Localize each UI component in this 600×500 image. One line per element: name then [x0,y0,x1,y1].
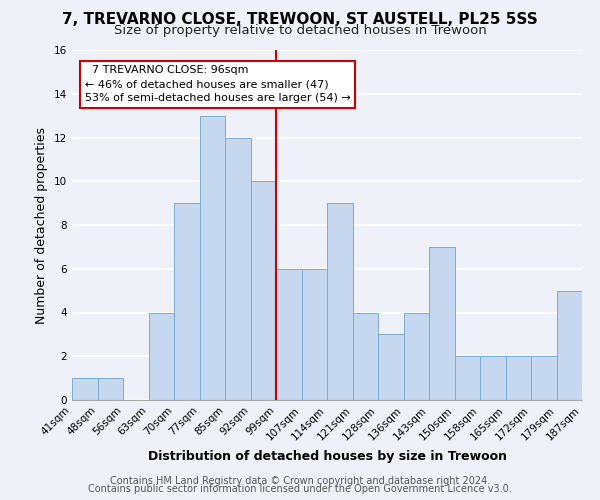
Bar [480,356,505,400]
Bar [199,116,225,400]
Bar [378,334,404,400]
Text: Contains HM Land Registry data © Crown copyright and database right 2024.: Contains HM Land Registry data © Crown c… [110,476,490,486]
Bar [531,356,557,400]
Bar [353,312,378,400]
Bar [302,268,327,400]
Bar [72,378,97,400]
Bar [429,247,455,400]
Text: 7, TREVARNO CLOSE, TREWOON, ST AUSTELL, PL25 5SS: 7, TREVARNO CLOSE, TREWOON, ST AUSTELL, … [62,12,538,28]
Bar [276,268,302,400]
Bar [97,378,123,400]
X-axis label: Distribution of detached houses by size in Trewoon: Distribution of detached houses by size … [148,450,506,463]
Bar [174,203,199,400]
Bar [455,356,480,400]
Text: Size of property relative to detached houses in Trewoon: Size of property relative to detached ho… [113,24,487,37]
Bar [557,290,582,400]
Text: Contains public sector information licensed under the Open Government Licence v3: Contains public sector information licen… [88,484,512,494]
Bar [327,203,353,400]
Text: 7 TREVARNO CLOSE: 96sqm  
← 46% of detached houses are smaller (47)
53% of semi-: 7 TREVARNO CLOSE: 96sqm ← 46% of detache… [85,66,350,104]
Y-axis label: Number of detached properties: Number of detached properties [35,126,49,324]
Bar [225,138,251,400]
Bar [149,312,174,400]
Bar [251,181,276,400]
Bar [505,356,531,400]
Bar [404,312,429,400]
